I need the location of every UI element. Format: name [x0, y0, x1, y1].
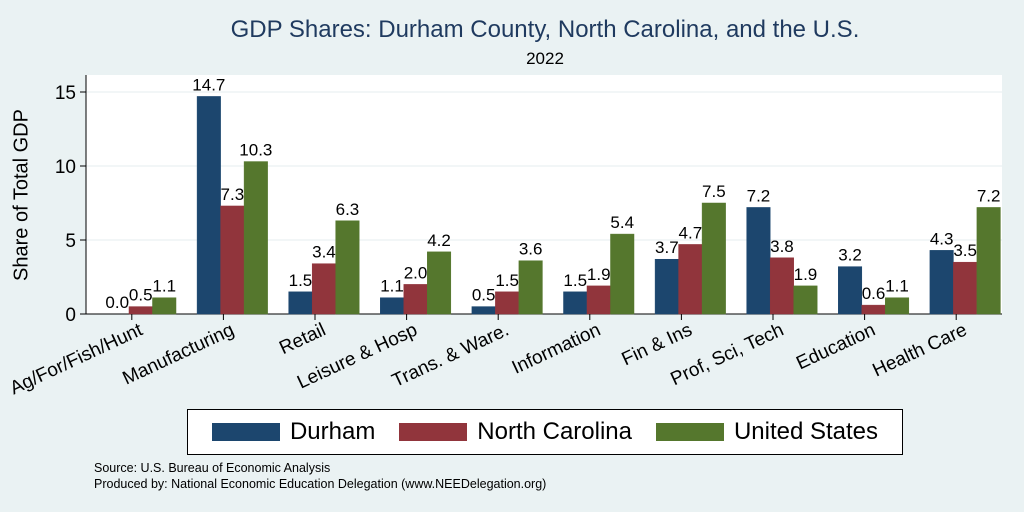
bar — [746, 207, 771, 315]
bar — [610, 233, 635, 315]
source-line: Source: U.S. Bureau of Economic Analysis — [94, 461, 331, 475]
chart-subtitle: 2022 — [526, 49, 564, 68]
data-label: 2.0 — [404, 263, 428, 282]
data-label: 1.9 — [587, 265, 611, 284]
data-label: 1.1 — [152, 277, 176, 296]
y-tick-label: 15 — [55, 83, 76, 104]
data-label: 10.3 — [239, 141, 272, 160]
x-tick-label: Education — [793, 319, 878, 374]
bar — [427, 251, 452, 315]
bar — [793, 285, 818, 315]
bar — [976, 207, 1001, 315]
y-tick-label: 0 — [65, 305, 76, 326]
legend-item-north-carolina: North Carolina — [399, 418, 632, 446]
bar — [678, 244, 703, 315]
bar — [335, 220, 360, 315]
legend-item-durham: Durham — [211, 418, 376, 446]
data-label: 1.9 — [794, 265, 818, 284]
bar — [838, 266, 863, 315]
bar — [861, 304, 886, 315]
bar — [220, 205, 245, 315]
data-label: 4.3 — [930, 229, 954, 248]
data-label: 5.4 — [610, 213, 634, 232]
legend-item-united-states: United States — [655, 418, 879, 446]
data-label: 7.2 — [747, 186, 771, 205]
bar — [953, 261, 978, 315]
data-label: 3.2 — [838, 246, 862, 265]
y-tick-label: 5 — [65, 231, 76, 252]
x-tick-label: Retail — [276, 319, 329, 359]
bar — [769, 257, 794, 315]
bar — [471, 306, 496, 315]
data-label: 7.5 — [702, 182, 726, 201]
bar — [288, 291, 313, 315]
bar — [563, 291, 588, 315]
data-label: 3.6 — [519, 240, 543, 259]
x-tick-label: Health Care — [870, 319, 971, 381]
bar — [152, 297, 177, 315]
data-label: 0.0 — [105, 293, 129, 312]
data-label: 4.7 — [679, 223, 703, 242]
data-label: 1.5 — [563, 271, 587, 290]
legend-label-north-carolina: North Carolina — [477, 418, 632, 445]
data-label: 3.5 — [953, 241, 977, 260]
data-label: 1.5 — [289, 271, 313, 290]
bar — [403, 284, 428, 315]
bar — [701, 202, 726, 315]
bar — [518, 260, 543, 315]
data-label: 0.5 — [129, 286, 153, 305]
y-tick-label: 10 — [55, 157, 76, 178]
bar — [128, 306, 153, 315]
bar — [243, 161, 268, 315]
data-label: 0.6 — [862, 284, 886, 303]
bar — [380, 297, 405, 315]
legend: Durham North Carolina United States — [187, 409, 903, 455]
data-label: 14.7 — [192, 75, 225, 94]
legend-label-durham: Durham — [289, 418, 376, 445]
data-label: 0.5 — [472, 286, 496, 305]
data-label: 1.1 — [885, 277, 909, 296]
legend-label-united-states: United States — [733, 418, 879, 445]
data-label: 1.5 — [495, 271, 519, 290]
chart-title: GDP Shares: Durham County, North Carolin… — [230, 16, 860, 43]
bar — [196, 96, 221, 315]
bar — [929, 250, 954, 315]
bar — [586, 285, 611, 315]
data-label: 7.2 — [977, 186, 1001, 205]
data-label: 6.3 — [336, 200, 360, 219]
x-tick-label: Ag/For/Fish/Hunt — [7, 319, 147, 399]
legend-swatch-north-carolina — [399, 423, 468, 441]
data-label: 7.3 — [221, 185, 245, 204]
legend-swatch-durham — [211, 423, 280, 441]
data-label: 4.2 — [427, 231, 451, 250]
legend-swatch-united-states — [655, 423, 724, 441]
data-label: 3.8 — [770, 237, 794, 256]
bar — [885, 297, 910, 315]
data-label: 3.4 — [312, 243, 336, 262]
x-tick-label: Information — [509, 319, 604, 378]
bar — [495, 291, 520, 315]
data-label: 1.1 — [380, 277, 404, 296]
bar — [311, 263, 336, 315]
bar — [654, 258, 679, 315]
data-label: 3.7 — [655, 238, 679, 257]
source-note: Source: U.S. Bureau of Economic Analysis… — [94, 460, 546, 492]
produced-by-line: Produced by: National Economic Education… — [94, 477, 547, 491]
